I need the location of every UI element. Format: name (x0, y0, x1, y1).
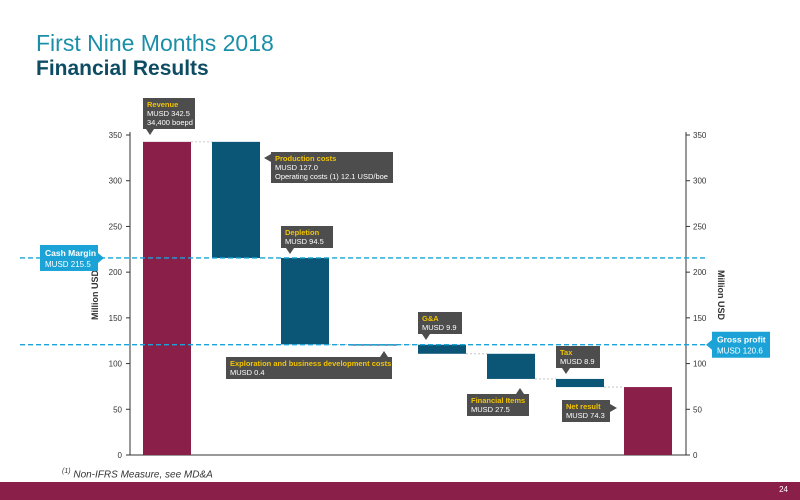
callout-line-tax: MUSD 8.9 (560, 357, 595, 366)
y-axis-title-left: Million USD (90, 270, 100, 320)
y-tick-label-left: 250 (109, 222, 123, 231)
y-tick-label-left: 0 (118, 451, 123, 460)
callout-title-revenue: Revenue (147, 100, 178, 109)
y-tick-label-left: 50 (113, 405, 122, 414)
callout-box-depletion (281, 226, 333, 248)
y-tick-label-right: 50 (693, 405, 702, 414)
y-axis-title-right: Million USD (716, 270, 726, 320)
reference-value-cash-margin: MUSD 215.5 (45, 260, 91, 269)
callout-line-revenue: MUSD 342.5 (147, 109, 190, 118)
reference-title-cash-margin: Cash Margin (45, 248, 96, 258)
bar-net-result (624, 387, 672, 455)
callout-line-depletion: MUSD 94.5 (285, 237, 324, 246)
footnote-text: Non-IFRS Measure, see MD&A (70, 469, 213, 481)
callout-box-exploration (226, 357, 392, 379)
y-tick-label-right: 150 (693, 314, 707, 323)
callout-box-g-and-a (418, 312, 462, 334)
bar-revenue (143, 141, 191, 455)
callout-box-tax (556, 346, 600, 368)
callout-pointer-production-costs (264, 154, 271, 162)
waterfall-chart: 0 0 50 50 100 100 150 150 200 200 250 250 300 300 350 3… (20, 98, 770, 460)
callout-pointer-revenue (146, 129, 154, 135)
y-tick-label-right: 200 (693, 268, 707, 277)
y-tick-label-left: 300 (109, 177, 123, 186)
callout-line-exploration: MUSD 0.4 (230, 368, 265, 377)
callout-line-net-result: MUSD 74.3 (566, 411, 605, 420)
bar-depletion (281, 257, 329, 345)
callout-line-financial-items: MUSD 27.5 (471, 405, 510, 414)
reference-title-gross-profit: Gross profit (717, 335, 766, 345)
y-tick-label-left: 100 (109, 360, 123, 369)
reference-pointer-gross-profit (706, 339, 712, 350)
y-tick-label-right: 350 (693, 131, 707, 140)
page-number: 24 (779, 485, 788, 494)
callout-box-production-costs (271, 152, 393, 183)
callout-line-production-costs: Operating costs (1) 12.1 USD/boe (275, 172, 388, 181)
callout-line-production-costs: MUSD 127.0 (275, 163, 318, 172)
title-line-1: First Nine Months 2018 (36, 30, 274, 56)
callout-pointer-g-and-a (422, 334, 430, 340)
callout-title-financial-items: Financial Items (471, 396, 525, 405)
reference-box-gross-profit (712, 331, 770, 358)
y-tick-label-right: 100 (693, 360, 707, 369)
reference-box-cash-margin (40, 244, 98, 271)
y-tick-label-right: 300 (693, 177, 707, 186)
callout-title-depletion: Depletion (285, 228, 320, 237)
bar-financial-items (487, 353, 535, 379)
callout-pointer-net-result (610, 404, 617, 412)
callout-title-g-and-a: G&A (422, 314, 439, 323)
footnote-marker: (1) (62, 468, 71, 475)
bar-production-costs (212, 141, 260, 258)
callout-line-g-and-a: MUSD 9.9 (422, 323, 457, 332)
y-tick-label-left: 350 (109, 131, 123, 140)
callout-box-financial-items (467, 394, 529, 416)
callout-pointer-depletion (286, 248, 294, 254)
callout-title-tax: Tax (560, 348, 573, 357)
y-tick-label-left: 200 (109, 268, 123, 277)
callout-box-revenue (143, 98, 195, 129)
footnote: (1) Non-IFRS Measure, see MD&A (62, 468, 213, 480)
callout-line-revenue: 34,400 boepd (147, 118, 193, 127)
bottom-bar: 24 (0, 482, 800, 500)
callout-pointer-financial-items (516, 388, 524, 394)
callout-pointer-tax (562, 368, 570, 374)
y-tick-label-left: 150 (109, 314, 123, 323)
bar-g-and-a (418, 344, 466, 354)
callout-pointer-exploration (380, 351, 388, 357)
callout-title-exploration: Exploration and business development cos… (230, 359, 391, 368)
reference-pointer-cash-margin (98, 252, 104, 263)
y-tick-label-right: 0 (693, 451, 698, 460)
bar-tax (556, 378, 604, 388)
reference-value-gross-profit: MUSD 120.6 (717, 347, 763, 356)
callout-title-net-result: Net result (566, 402, 601, 411)
callout-box-net-result (562, 400, 610, 422)
title-line-2: Financial Results (36, 57, 209, 80)
callout-title-production-costs: Production costs (275, 154, 336, 163)
y-tick-label-right: 250 (693, 222, 707, 231)
